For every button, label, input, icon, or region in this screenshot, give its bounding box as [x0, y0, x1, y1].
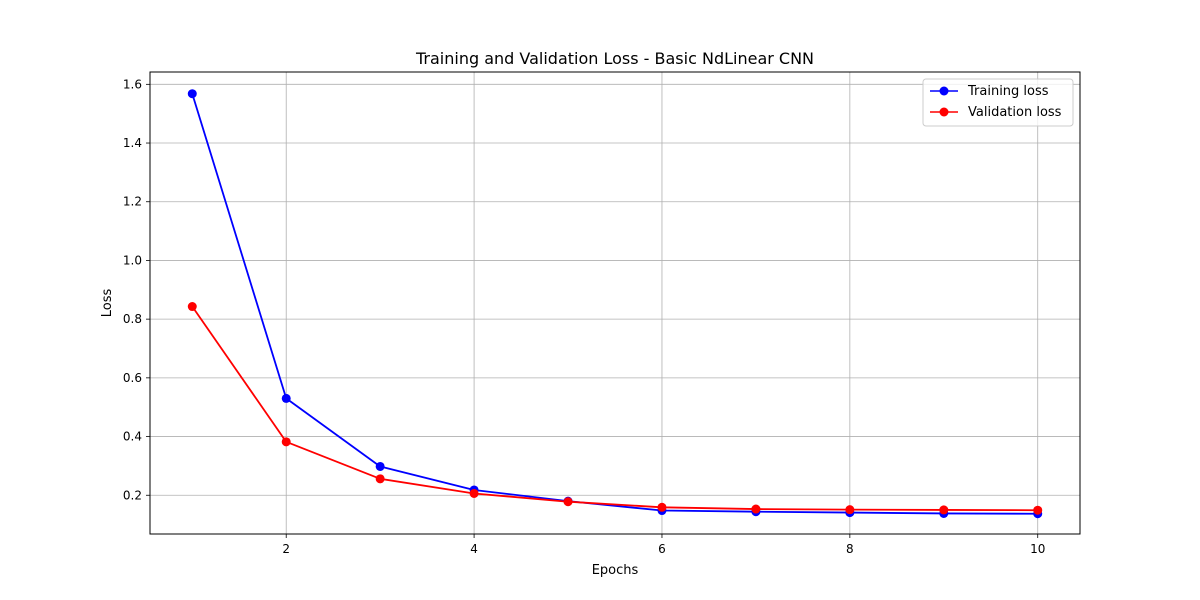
y-tick-label: 0.4 [123, 430, 142, 444]
y-tick-label: 1.0 [123, 253, 142, 267]
point-training [187, 89, 197, 99]
point-validation [657, 502, 667, 512]
legend-label-training: Training loss [967, 84, 1049, 99]
legend: Training loss Validation loss [922, 78, 1074, 127]
point-validation [939, 505, 949, 515]
legend-box [922, 78, 1074, 127]
point-validation [563, 497, 573, 507]
legend-marker-training [939, 86, 949, 96]
y-tick-label: 0.2 [123, 488, 142, 502]
y-tick-label: 1.4 [123, 136, 142, 150]
point-validation [187, 302, 197, 312]
chart-title: Training and Validation Loss - Basic NdL… [415, 49, 814, 68]
legend-label-validation: Validation loss [968, 105, 1062, 120]
legend-marker-validation [939, 107, 949, 117]
x-tick-label: 10 [1030, 542, 1045, 556]
y-tick-label: 0.8 [123, 312, 142, 326]
point-training [375, 461, 385, 471]
grid [150, 72, 1080, 534]
x-tick-label: 6 [658, 542, 666, 556]
y-tick-label: 0.6 [123, 371, 142, 385]
point-validation [469, 488, 479, 498]
point-training [281, 393, 291, 403]
x-tick-label: 2 [282, 542, 290, 556]
point-validation [751, 504, 761, 514]
x-tick-label: 8 [846, 542, 854, 556]
point-validation [845, 505, 855, 515]
series-line-validation [191, 306, 1038, 512]
y-axis-label: Loss [100, 289, 115, 318]
x-axis-label: Epochs [592, 563, 639, 578]
y-tick-label: 1.2 [123, 195, 142, 209]
axis-ticks: 2 4 6 8 10 0.2 0.4 0.6 0.8 1.0 1.2 1.4 1.6 [123, 77, 1045, 556]
plot-series [187, 89, 1043, 519]
point-validation [375, 474, 385, 484]
point-validation [281, 437, 291, 447]
plot-frame [149, 71, 1081, 535]
x-tick-label: 4 [470, 542, 478, 556]
point-validation [1033, 505, 1043, 515]
y-tick-label: 1.6 [123, 77, 142, 91]
series-line-training [191, 93, 1038, 515]
